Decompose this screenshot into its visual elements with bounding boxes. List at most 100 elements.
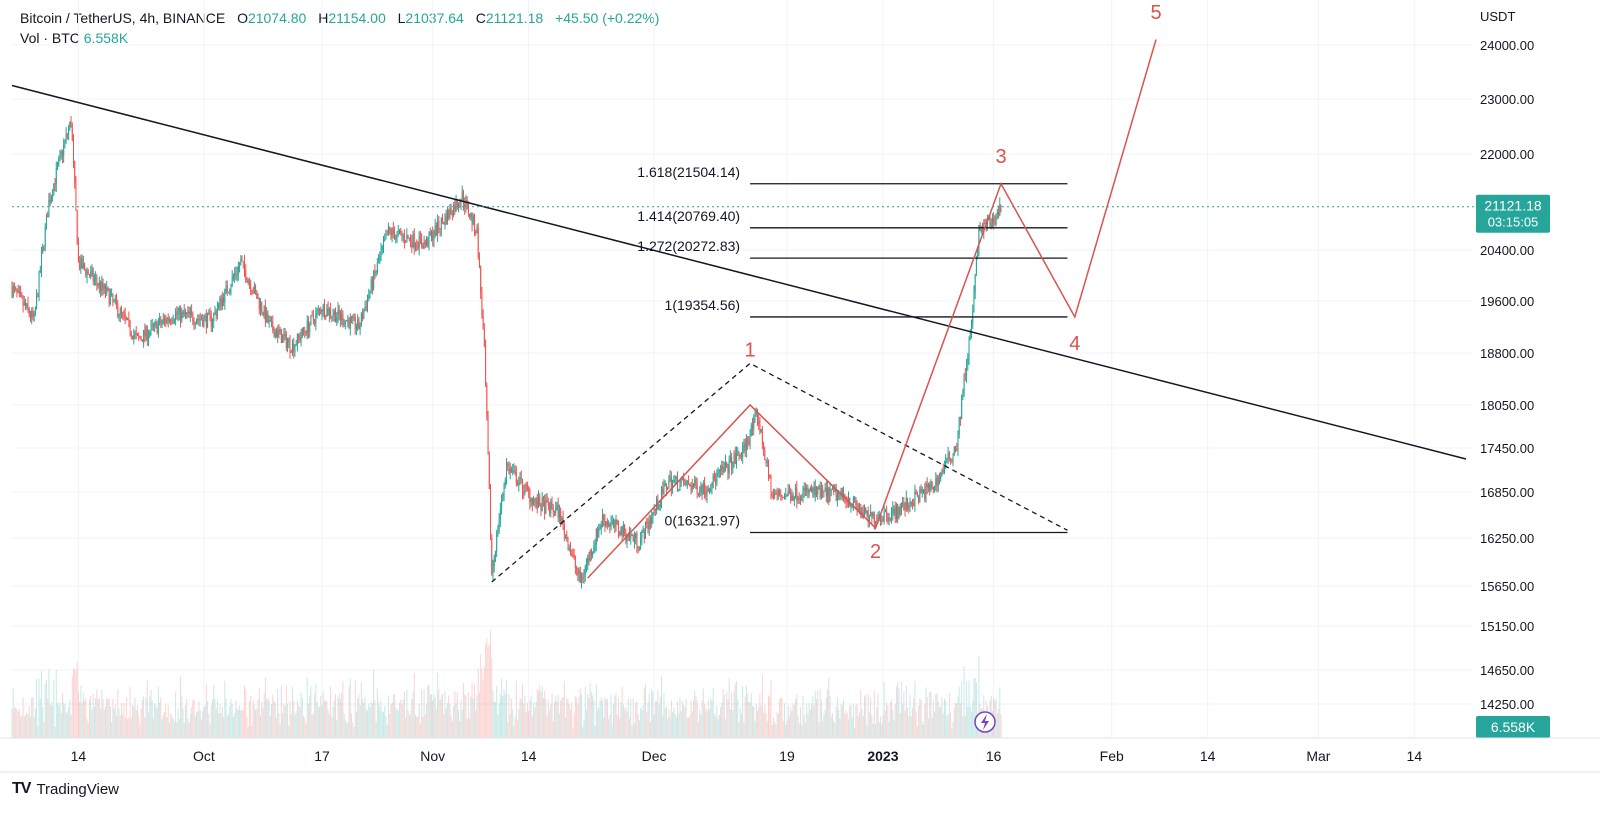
candle-body (86, 271, 88, 276)
volume-bar (847, 719, 849, 738)
volume-bar (461, 709, 463, 738)
candle-body (738, 453, 740, 456)
volume-bar (314, 694, 316, 738)
volume-bar (946, 715, 948, 738)
candle-body (669, 476, 671, 481)
volume-bar (657, 690, 659, 738)
candle-body (429, 232, 431, 236)
volume-bar (112, 698, 114, 738)
volume-bar (293, 700, 295, 738)
price-axis-tick: 23000.00 (1480, 92, 1534, 107)
candle-body (775, 492, 777, 495)
volume-bar (476, 695, 478, 738)
volume-bar (65, 711, 67, 738)
candle-body (648, 521, 650, 530)
volume-bar (434, 697, 436, 738)
candle-body (122, 312, 124, 314)
brand[interactable]: TV TradingView (12, 780, 119, 798)
volume-bar (26, 712, 28, 738)
volume-bar (584, 686, 586, 738)
volume-bar (338, 692, 340, 738)
candle-body (60, 151, 62, 154)
volume-bar (782, 720, 784, 738)
volume-bar (689, 715, 691, 738)
volume-bar (552, 721, 554, 738)
volume-bar (857, 716, 859, 738)
candle-body (186, 312, 188, 314)
candle-body (197, 319, 199, 321)
volume-bar (226, 716, 228, 738)
volume-bar (860, 690, 862, 738)
volume-bar (236, 707, 238, 738)
volume-bar (582, 727, 584, 738)
volume-bar (768, 695, 770, 738)
volume-bar (766, 720, 768, 738)
volume-bar (669, 716, 671, 738)
volume-bar (631, 725, 633, 738)
candle-body (934, 486, 936, 490)
candle-body (902, 503, 904, 505)
candle-body (173, 319, 175, 321)
volume-bar (700, 714, 702, 738)
candle-body (391, 228, 393, 236)
candle-body (221, 297, 223, 307)
volume-bar (98, 698, 100, 738)
volume-bar (863, 696, 865, 738)
volume-bar (520, 699, 522, 738)
volume-bar (750, 693, 752, 738)
volume-bar (320, 696, 322, 738)
volume-bar (571, 702, 573, 738)
volume-bar (191, 707, 193, 738)
volume-bar (20, 716, 22, 738)
volume-bar (872, 723, 874, 738)
candle-body (449, 208, 451, 218)
candle-body (253, 286, 255, 293)
volume-bar (93, 707, 95, 738)
symbol-label[interactable]: Bitcoin / TetherUS, 4h, BINANCE (20, 10, 226, 26)
candle-body (508, 466, 510, 474)
volume-bar (930, 692, 932, 738)
volume-bar (269, 716, 271, 738)
volume-bar (804, 722, 806, 738)
volume-bar (998, 709, 1000, 738)
candle-body (386, 234, 388, 236)
candle-body (704, 482, 706, 492)
volume-bar (796, 694, 798, 738)
candle-body (149, 331, 151, 336)
candle-body (800, 499, 802, 501)
volume-bar (125, 697, 127, 738)
volume-bar (702, 688, 704, 738)
candle-body (986, 220, 988, 228)
volume-bar (111, 722, 113, 738)
volume-bar (565, 717, 567, 738)
candle-body (555, 507, 557, 513)
candle-body (367, 298, 369, 309)
volume-bar (964, 715, 966, 738)
candle-body (608, 524, 610, 526)
candle-body (339, 315, 341, 320)
candle-body (636, 533, 638, 547)
candle-body (343, 324, 345, 326)
candle-body (280, 329, 282, 343)
volume-bar (146, 680, 148, 738)
candle-body (41, 253, 43, 271)
volume-label[interactable]: Vol · BTC (20, 30, 80, 46)
candle-body (106, 287, 108, 294)
volume-bar (348, 686, 350, 738)
candle-body (15, 287, 17, 289)
volume-bar (626, 711, 628, 738)
volume-bar (380, 700, 382, 738)
volume-bar (55, 669, 57, 738)
volume-bar (974, 678, 976, 738)
volume-bar (95, 698, 97, 738)
volume-bar (225, 698, 227, 738)
volume-bar (728, 678, 730, 738)
volume-bar (935, 694, 937, 738)
volume-bar (803, 715, 805, 738)
candle-body (713, 474, 715, 480)
candle-body (132, 335, 134, 340)
candle-body (380, 249, 382, 257)
candle-body (45, 215, 47, 227)
candle-body (658, 507, 660, 509)
